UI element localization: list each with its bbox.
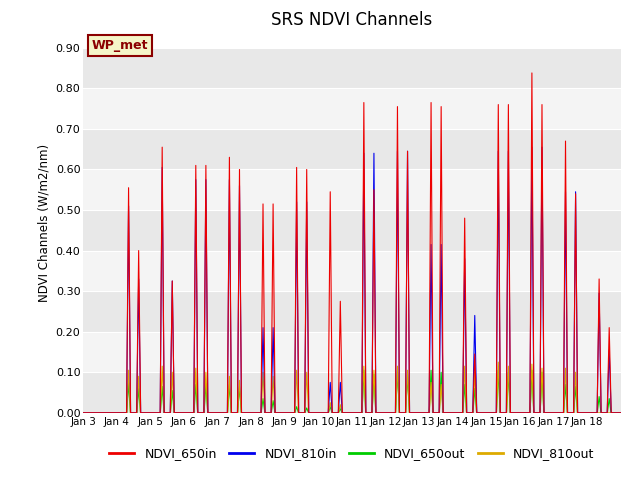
Bar bbox=[83, 88, 621, 129]
Text: WP_met: WP_met bbox=[92, 39, 148, 52]
Bar bbox=[83, 48, 621, 88]
Bar bbox=[83, 169, 621, 210]
Legend: NDVI_650in, NDVI_810in, NDVI_650out, NDVI_810out: NDVI_650in, NDVI_810in, NDVI_650out, NDV… bbox=[104, 443, 600, 465]
Bar bbox=[83, 129, 621, 169]
Bar bbox=[83, 332, 621, 372]
Bar bbox=[83, 291, 621, 332]
Bar bbox=[83, 210, 621, 251]
Y-axis label: NDVI Channels (W/m2/nm): NDVI Channels (W/m2/nm) bbox=[37, 144, 50, 302]
Title: SRS NDVI Channels: SRS NDVI Channels bbox=[271, 11, 433, 29]
Bar bbox=[83, 372, 621, 413]
Bar bbox=[83, 251, 621, 291]
